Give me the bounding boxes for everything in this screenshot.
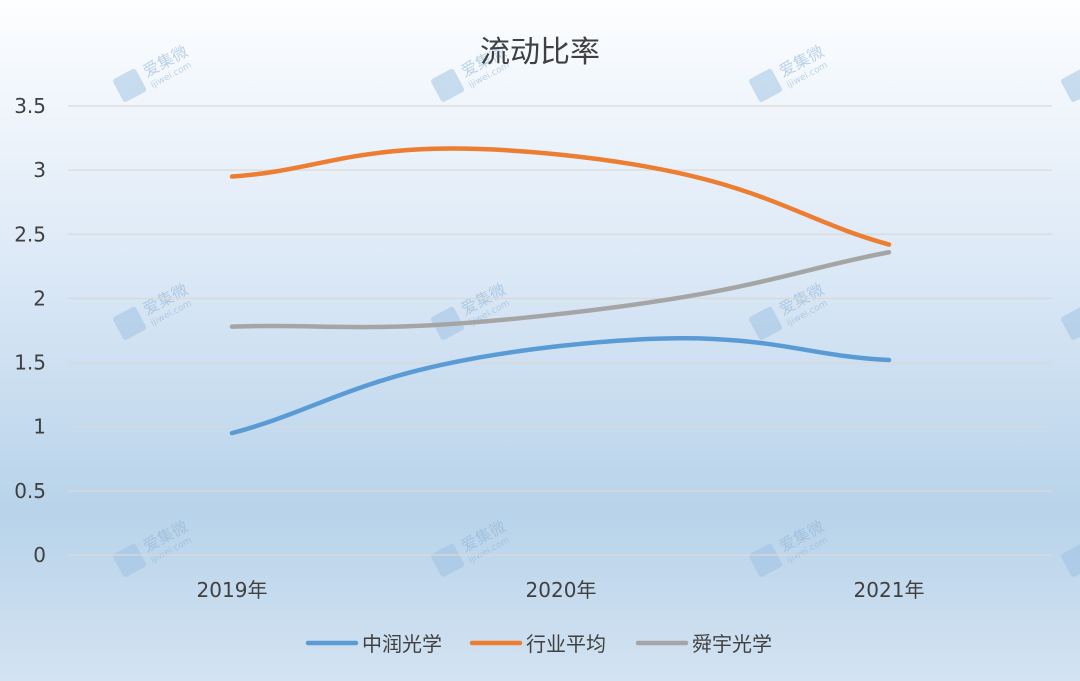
ijiwei-logo-icon (113, 306, 147, 340)
ijiwei-logo-icon (431, 543, 465, 577)
y-tick-label: 0 (33, 543, 46, 567)
ijiwei-logo-icon (1061, 306, 1080, 340)
series-line (229, 336, 892, 436)
y-tick-label: 0.5 (14, 479, 46, 503)
y-axis-ticks: 0 0.5 1 1.5 2 2.5 3 3.5 (14, 94, 46, 567)
y-tick-label: 3.5 (14, 94, 46, 118)
y-tick-label: 2.5 (14, 222, 46, 246)
legend: 中润光学 行业平均 舜宇光学 (305, 632, 772, 656)
ijiwei-logo-icon (1061, 543, 1080, 577)
legend-item: 舜宇光学 (635, 632, 772, 656)
x-axis-ticks: 2019年 2020年 2021年 (197, 578, 925, 602)
y-tick-label: 2 (33, 286, 46, 310)
legend-label: 行业平均 (526, 632, 606, 656)
legend-item: 中润光学 (305, 632, 442, 656)
y-tick-label: 1.5 (14, 351, 46, 375)
ijiwei-logo-icon (1061, 68, 1080, 102)
x-tick-label: 2020年 (526, 578, 597, 602)
ijiwei-logo-icon (431, 68, 465, 102)
ijiwei-logo-icon (749, 543, 783, 577)
ijiwei-logo-icon (749, 68, 783, 102)
x-tick-label: 2021年 (854, 578, 925, 602)
series-line (229, 146, 892, 247)
y-tick-label: 3 (33, 158, 46, 182)
y-tick-label: 1 (33, 415, 46, 439)
gridlines (68, 105, 1052, 556)
legend-item: 行业平均 (469, 632, 606, 656)
x-tick-label: 2019年 (197, 578, 268, 602)
ijiwei-logo-icon (113, 543, 147, 577)
legend-label: 中润光学 (362, 632, 442, 656)
ijiwei-logo-icon (113, 68, 147, 102)
chart-title: 流动比率 (480, 35, 600, 70)
series-lines (229, 146, 892, 436)
legend-label: 舜宇光学 (692, 632, 772, 656)
ijiwei-logo-icon (749, 306, 783, 340)
